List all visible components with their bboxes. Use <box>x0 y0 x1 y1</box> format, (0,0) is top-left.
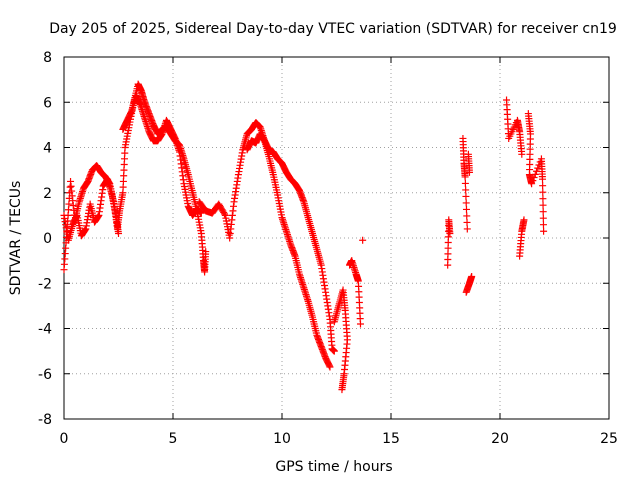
series-trace-b <box>60 91 205 244</box>
data-point <box>461 173 469 181</box>
x-tick-label: 5 <box>169 431 178 447</box>
data-point <box>539 195 547 203</box>
data-point <box>539 201 547 209</box>
data-point <box>518 150 526 158</box>
data-point <box>115 229 122 237</box>
series-trace-f <box>444 134 476 296</box>
data-point <box>462 186 470 194</box>
y-tick-label: -2 <box>38 276 52 292</box>
x-tick-label: 10 <box>273 431 291 447</box>
data-point <box>520 216 528 224</box>
y-tick-label: 0 <box>43 231 52 247</box>
y-tick-label: 6 <box>43 95 52 111</box>
series-trace-g <box>503 96 548 260</box>
axis-ticks: 0 5 10 15 20 25 -8 -6 -4 -2 0 2 4 6 8 <box>38 50 618 447</box>
data-point <box>534 164 542 172</box>
data-point <box>461 179 469 187</box>
y-tick-label: -8 <box>38 412 52 428</box>
data-point <box>539 208 547 216</box>
data-point <box>462 205 470 213</box>
data-point <box>529 177 537 185</box>
x-tick-label: 25 <box>600 431 618 447</box>
data-point <box>462 199 470 207</box>
data-point <box>202 248 210 256</box>
data-point <box>539 221 547 229</box>
y-tick-label: -6 <box>38 367 52 383</box>
x-tick-label: 0 <box>60 431 69 447</box>
y-tick-label: 4 <box>43 141 52 157</box>
data-point <box>539 188 547 196</box>
y-axis-label: SDTVAR / TECUs <box>8 181 24 296</box>
data-point <box>330 347 338 355</box>
data-point <box>463 212 471 220</box>
data-point <box>540 227 548 235</box>
data-point <box>465 168 473 176</box>
data-point <box>221 210 229 218</box>
data-point <box>463 218 471 226</box>
data-points <box>60 80 548 394</box>
data-point <box>468 272 476 280</box>
data-point <box>531 170 539 178</box>
data-point <box>338 386 346 394</box>
data-point <box>463 225 471 233</box>
data-point <box>539 175 547 183</box>
series-trace-d <box>243 130 334 371</box>
y-tick-label: -4 <box>38 322 52 338</box>
data-point <box>356 320 364 328</box>
data-point <box>197 209 205 217</box>
grid-lines <box>64 57 609 419</box>
y-tick-label: 8 <box>43 50 52 66</box>
y-tick-label: 2 <box>43 186 52 202</box>
data-point <box>446 229 454 237</box>
data-point <box>530 173 538 181</box>
chart-title: Day 205 of 2025, Sidereal Day-to-day VTE… <box>49 21 617 37</box>
data-point <box>539 182 547 190</box>
data-point <box>359 236 367 244</box>
x-axis-label: GPS time / hours <box>275 459 392 475</box>
x-tick-label: 20 <box>491 431 509 447</box>
data-point <box>326 363 334 371</box>
data-point <box>528 180 536 188</box>
series-trace-e <box>330 236 367 394</box>
data-point <box>539 214 547 222</box>
x-tick-label: 15 <box>382 431 400 447</box>
data-point <box>462 192 470 200</box>
